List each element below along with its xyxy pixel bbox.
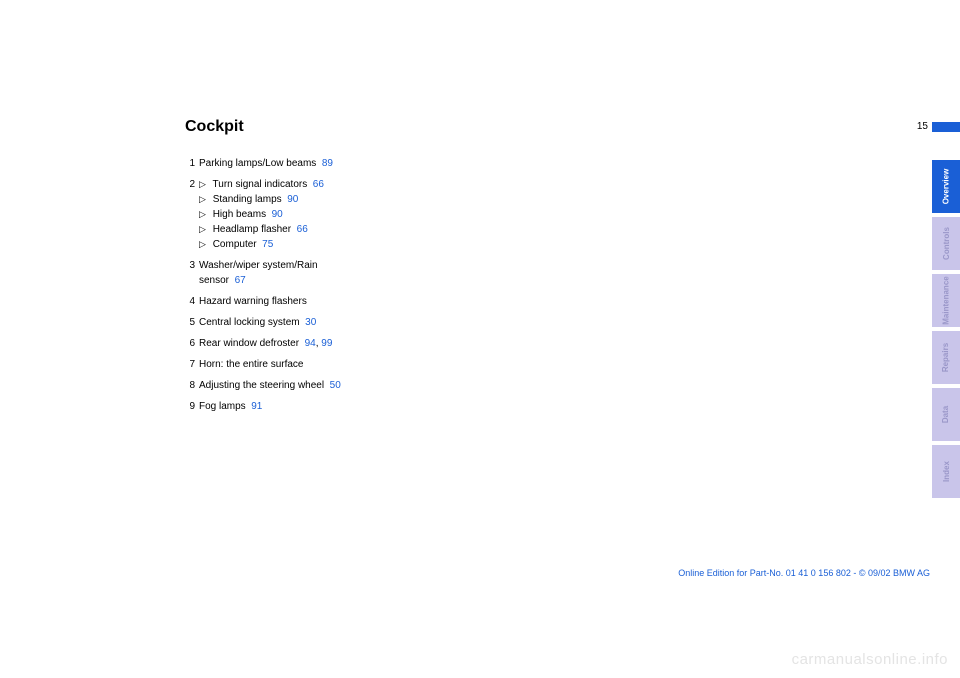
page-number-bar: 15: [917, 121, 960, 132]
page-ref[interactable]: 50: [330, 380, 341, 391]
sub-list: Turn signal indicators 66 Standing lamps…: [199, 177, 685, 252]
page-number-marker: [932, 122, 960, 132]
sub-item: High beams 90: [199, 207, 685, 222]
list-item: 3 Washer/wiper system/Rainsensor 67: [185, 258, 685, 288]
item-number: 2: [185, 177, 195, 192]
page-ref[interactable]: 89: [322, 158, 333, 169]
tab-data[interactable]: Data: [932, 388, 960, 441]
tab-label: Data: [942, 406, 951, 423]
page-ref[interactable]: 66: [313, 179, 324, 190]
item-number: 8: [185, 378, 195, 393]
item-text: Turn signal indicators: [213, 179, 308, 190]
page-ref[interactable]: 75: [262, 239, 273, 250]
list-item: 1 Parking lamps/Low beams 89: [185, 156, 685, 171]
list-item: 4 Hazard warning flashers: [185, 294, 685, 309]
item-text: Computer: [213, 239, 257, 250]
item-number: 7: [185, 357, 195, 372]
list-item: 7 Horn: the entire surface: [185, 357, 685, 372]
sub-item: Turn signal indicators 66: [199, 177, 685, 192]
tab-controls[interactable]: Controls: [932, 217, 960, 270]
item-number: 3: [185, 258, 195, 273]
sub-item: Headlamp flasher 66: [199, 222, 685, 237]
tab-label: Controls: [942, 227, 951, 260]
list-item: 2 Turn signal indicators 66 Standing lam…: [185, 177, 685, 252]
content-column: Cockpit 1 Parking lamps/Low beams 89 2 T…: [185, 118, 685, 420]
item-text: Hazard warning flashers: [199, 296, 307, 307]
footer-text: Online Edition for Part-No. 01 41 0 156 …: [678, 568, 930, 578]
item-text: High beams: [213, 209, 266, 220]
item-text: Central locking system: [199, 317, 300, 328]
item-text: Adjusting the steering wheel: [199, 380, 324, 391]
item-text: Parking lamps/Low beams: [199, 158, 316, 169]
tab-overview[interactable]: Overview: [932, 160, 960, 213]
tab-repairs[interactable]: Repairs: [932, 331, 960, 384]
page-ref[interactable]: 94: [305, 338, 316, 349]
item-number: 6: [185, 336, 195, 351]
list-item: 5 Central locking system 30: [185, 315, 685, 330]
list-item: 8 Adjusting the steering wheel 50: [185, 378, 685, 393]
sub-item: Standing lamps 90: [199, 192, 685, 207]
item-text: Rear window defroster: [199, 338, 299, 349]
page-ref[interactable]: 99: [321, 338, 332, 349]
item-number: 4: [185, 294, 195, 309]
tab-label: Overview: [942, 169, 951, 205]
item-text: Horn: the entire surface: [199, 359, 304, 370]
item-number: 9: [185, 399, 195, 414]
page-ref[interactable]: 90: [287, 194, 298, 205]
page-ref[interactable]: 67: [235, 275, 246, 286]
item-number: 1: [185, 156, 195, 171]
sub-item: Computer 75: [199, 237, 685, 252]
page-ref[interactable]: 91: [251, 401, 262, 412]
tab-maintenance[interactable]: Maintenance: [932, 274, 960, 327]
watermark: carmanualsonline.info: [792, 651, 948, 668]
item-text: Washer/wiper system/Rainsensor: [199, 260, 318, 286]
item-text: Standing lamps: [213, 194, 282, 205]
list-item: 9 Fog lamps 91: [185, 399, 685, 414]
item-text: Fog lamps: [199, 401, 246, 412]
tab-label: Repairs: [942, 343, 951, 372]
item-number: 5: [185, 315, 195, 330]
tab-label: Index: [942, 461, 951, 482]
tab-index[interactable]: Index: [932, 445, 960, 498]
page-number: 15: [917, 121, 928, 132]
page-title: Cockpit: [185, 118, 685, 136]
page-ref[interactable]: 66: [297, 224, 308, 235]
list-item: 6 Rear window defroster 94, 99: [185, 336, 685, 351]
section-tabs: Overview Controls Maintenance Repairs Da…: [932, 160, 960, 502]
page-ref[interactable]: 90: [272, 209, 283, 220]
tab-label: Maintenance: [942, 276, 951, 324]
page: 15 Cockpit 1 Parking lamps/Low beams 8 9 …: [0, 0, 960, 678]
callout-list: 1 Parking lamps/Low beams 89 2 Turn sign…: [185, 156, 685, 414]
item-text: Headlamp flasher: [213, 224, 291, 235]
page-ref[interactable]: 30: [305, 317, 316, 328]
